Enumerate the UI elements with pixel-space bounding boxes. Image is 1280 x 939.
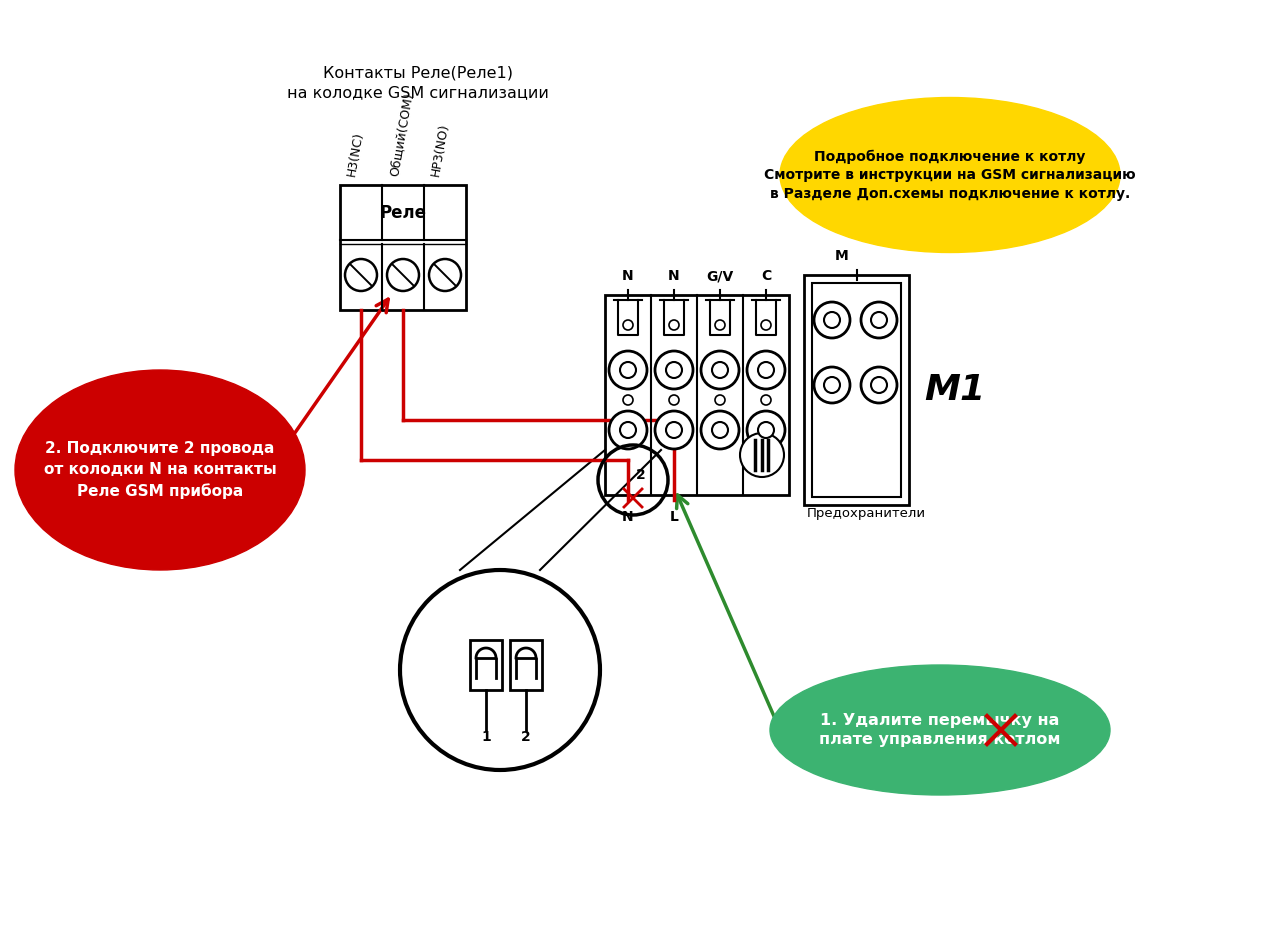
Circle shape (712, 422, 728, 438)
Ellipse shape (771, 665, 1110, 795)
Text: M: M (835, 249, 849, 263)
Circle shape (655, 411, 692, 449)
Circle shape (429, 259, 461, 291)
Circle shape (740, 433, 785, 477)
Text: N: N (668, 269, 680, 283)
Bar (509, 640, 541, 690)
Text: Общий(COM): Общий(COM) (387, 91, 415, 177)
Circle shape (669, 395, 678, 405)
Text: L: L (669, 510, 678, 524)
Circle shape (870, 312, 887, 328)
Circle shape (716, 320, 724, 330)
Text: N: N (622, 510, 634, 524)
Circle shape (620, 362, 636, 378)
Circle shape (669, 320, 678, 330)
Circle shape (387, 259, 419, 291)
Circle shape (762, 395, 771, 405)
Circle shape (861, 367, 897, 403)
Circle shape (666, 422, 682, 438)
Text: M1: M1 (924, 373, 986, 407)
Bar (812, 283, 901, 497)
Circle shape (762, 320, 771, 330)
Text: N: N (622, 269, 634, 283)
Circle shape (758, 422, 774, 438)
Text: Предохранители: Предохранители (806, 506, 927, 519)
Circle shape (701, 411, 739, 449)
Text: 1: 1 (481, 730, 490, 744)
Circle shape (748, 351, 785, 389)
Circle shape (748, 411, 785, 449)
Circle shape (701, 351, 739, 389)
Text: Реле: Реле (379, 204, 426, 222)
Text: G/V: G/V (707, 269, 733, 283)
Ellipse shape (780, 98, 1120, 253)
Circle shape (712, 362, 728, 378)
Text: Подробное подключение к котлу
Смотрите в инструкции на GSM сигнализацию
в Раздел: Подробное подключение к котлу Смотрите в… (764, 149, 1135, 201)
Circle shape (623, 320, 634, 330)
Text: Н3(NC): Н3(NC) (346, 131, 366, 177)
Bar (340, 185, 466, 310)
Text: 2: 2 (636, 468, 646, 482)
Circle shape (814, 302, 850, 338)
Text: Контакты Реле(Реле1)
на колодке GSM сигнализации: Контакты Реле(Реле1) на колодке GSM сигн… (287, 65, 549, 100)
Text: 2: 2 (521, 730, 531, 744)
Circle shape (346, 259, 378, 291)
Text: НΡ3(NO): НΡ3(NO) (429, 122, 452, 177)
Circle shape (716, 395, 724, 405)
Circle shape (861, 302, 897, 338)
Bar (804, 275, 909, 505)
Circle shape (620, 422, 636, 438)
Circle shape (824, 377, 840, 393)
Ellipse shape (15, 370, 305, 570)
Text: C: C (760, 269, 771, 283)
Text: 2. Подключите 2 провода
от колодки N на контакты
Реле GSM прибора: 2. Подключите 2 провода от колодки N на … (44, 441, 276, 499)
Circle shape (870, 377, 887, 393)
Circle shape (666, 362, 682, 378)
Text: 1. Удалите перемычку на
плате управления котлом: 1. Удалите перемычку на плате управления… (819, 713, 1061, 747)
Circle shape (814, 367, 850, 403)
Bar (605, 295, 788, 495)
Circle shape (401, 570, 600, 770)
Circle shape (824, 312, 840, 328)
Circle shape (609, 411, 646, 449)
Circle shape (609, 351, 646, 389)
Bar (470, 640, 502, 690)
Circle shape (655, 351, 692, 389)
Circle shape (758, 362, 774, 378)
Circle shape (623, 395, 634, 405)
